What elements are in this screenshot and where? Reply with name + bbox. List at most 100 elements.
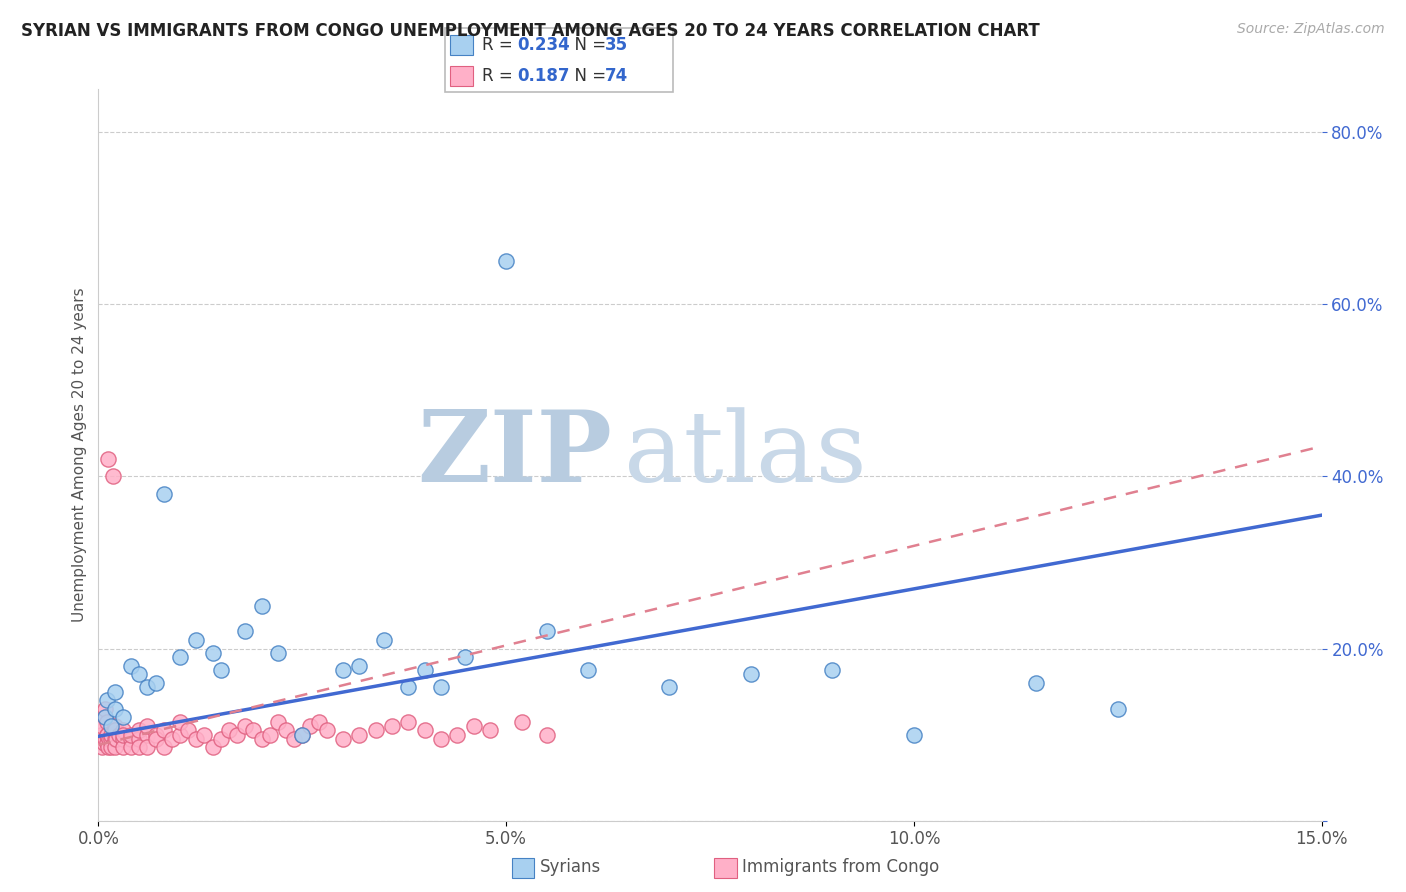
Bar <box>450 65 472 86</box>
Point <box>100 728 122 742</box>
Point <box>120 731 142 746</box>
Point <box>332 663 354 677</box>
Point <box>186 632 208 647</box>
Point <box>96 693 118 707</box>
Point <box>233 719 256 733</box>
Point <box>100 731 122 746</box>
Point <box>104 719 127 733</box>
Point <box>97 740 120 755</box>
Point <box>96 728 118 742</box>
Point <box>536 624 558 639</box>
Point <box>250 599 273 613</box>
Point <box>821 663 844 677</box>
Point <box>152 740 174 755</box>
Point <box>903 728 925 742</box>
Text: Immigrants from Congo: Immigrants from Congo <box>742 858 939 877</box>
Point <box>94 710 117 724</box>
Point <box>96 728 118 742</box>
Point <box>512 714 534 729</box>
Point <box>430 731 453 746</box>
Point <box>104 731 127 746</box>
Point <box>136 719 159 733</box>
Text: Source: ZipAtlas.com: Source: ZipAtlas.com <box>1237 22 1385 37</box>
Point <box>740 667 762 681</box>
Point <box>100 740 122 755</box>
Text: 74: 74 <box>606 67 628 85</box>
Text: 0.187: 0.187 <box>517 67 569 85</box>
Point <box>349 658 371 673</box>
Text: 35: 35 <box>606 36 628 54</box>
Text: atlas: atlas <box>624 407 868 503</box>
Point <box>201 646 224 660</box>
Point <box>145 676 167 690</box>
Point <box>274 723 297 738</box>
Text: N =: N = <box>564 67 610 85</box>
Point <box>576 663 599 677</box>
Point <box>169 650 191 665</box>
Point <box>96 736 118 750</box>
Text: SYRIAN VS IMMIGRANTS FROM CONGO UNEMPLOYMENT AMONG AGES 20 TO 24 YEARS CORRELATI: SYRIAN VS IMMIGRANTS FROM CONGO UNEMPLOY… <box>21 22 1040 40</box>
Point <box>430 680 453 694</box>
Point <box>209 663 232 677</box>
Point <box>478 723 501 738</box>
Point <box>364 723 387 738</box>
Point <box>308 714 330 729</box>
Point <box>169 728 191 742</box>
Point <box>291 728 314 742</box>
Point <box>201 740 224 755</box>
Point <box>128 723 150 738</box>
Point <box>93 736 115 750</box>
Point <box>104 740 127 755</box>
Point <box>128 740 150 755</box>
Point <box>463 719 485 733</box>
Bar <box>512 858 534 879</box>
Point <box>259 728 281 742</box>
Point <box>413 723 436 738</box>
Point <box>381 719 404 733</box>
Point <box>186 731 208 746</box>
Point <box>104 702 127 716</box>
Text: ZIP: ZIP <box>418 407 612 503</box>
Y-axis label: Unemployment Among Ages 20 to 24 years: Unemployment Among Ages 20 to 24 years <box>72 287 87 623</box>
Point <box>209 731 232 746</box>
Point <box>315 723 337 738</box>
Point <box>97 452 120 467</box>
Point <box>299 719 322 733</box>
Point <box>100 719 122 733</box>
Point <box>267 714 290 729</box>
Bar <box>714 858 737 879</box>
Point <box>101 469 124 483</box>
Point <box>177 723 200 738</box>
Point <box>98 731 121 746</box>
Point <box>332 731 354 746</box>
Point <box>120 740 142 755</box>
Point <box>94 731 117 746</box>
Text: Syrians: Syrians <box>540 858 602 877</box>
Point <box>193 728 215 742</box>
Text: R =: R = <box>482 67 519 85</box>
Point <box>120 658 142 673</box>
Point <box>349 728 371 742</box>
Point <box>536 728 558 742</box>
Point <box>1025 676 1047 690</box>
Point <box>91 719 114 733</box>
Point <box>226 728 249 742</box>
Point <box>128 731 150 746</box>
Point <box>128 667 150 681</box>
Point <box>136 740 159 755</box>
Point <box>91 740 114 755</box>
Point <box>233 624 256 639</box>
Point <box>169 714 191 729</box>
Point <box>218 723 240 738</box>
Point <box>152 723 174 738</box>
Point <box>136 680 159 694</box>
Point <box>283 731 305 746</box>
Point <box>90 728 112 742</box>
Point <box>104 684 127 698</box>
Point <box>145 731 167 746</box>
Point <box>373 632 395 647</box>
Point <box>267 646 290 660</box>
Text: 0.234: 0.234 <box>517 36 569 54</box>
Point <box>111 728 134 742</box>
Text: N =: N = <box>564 36 610 54</box>
